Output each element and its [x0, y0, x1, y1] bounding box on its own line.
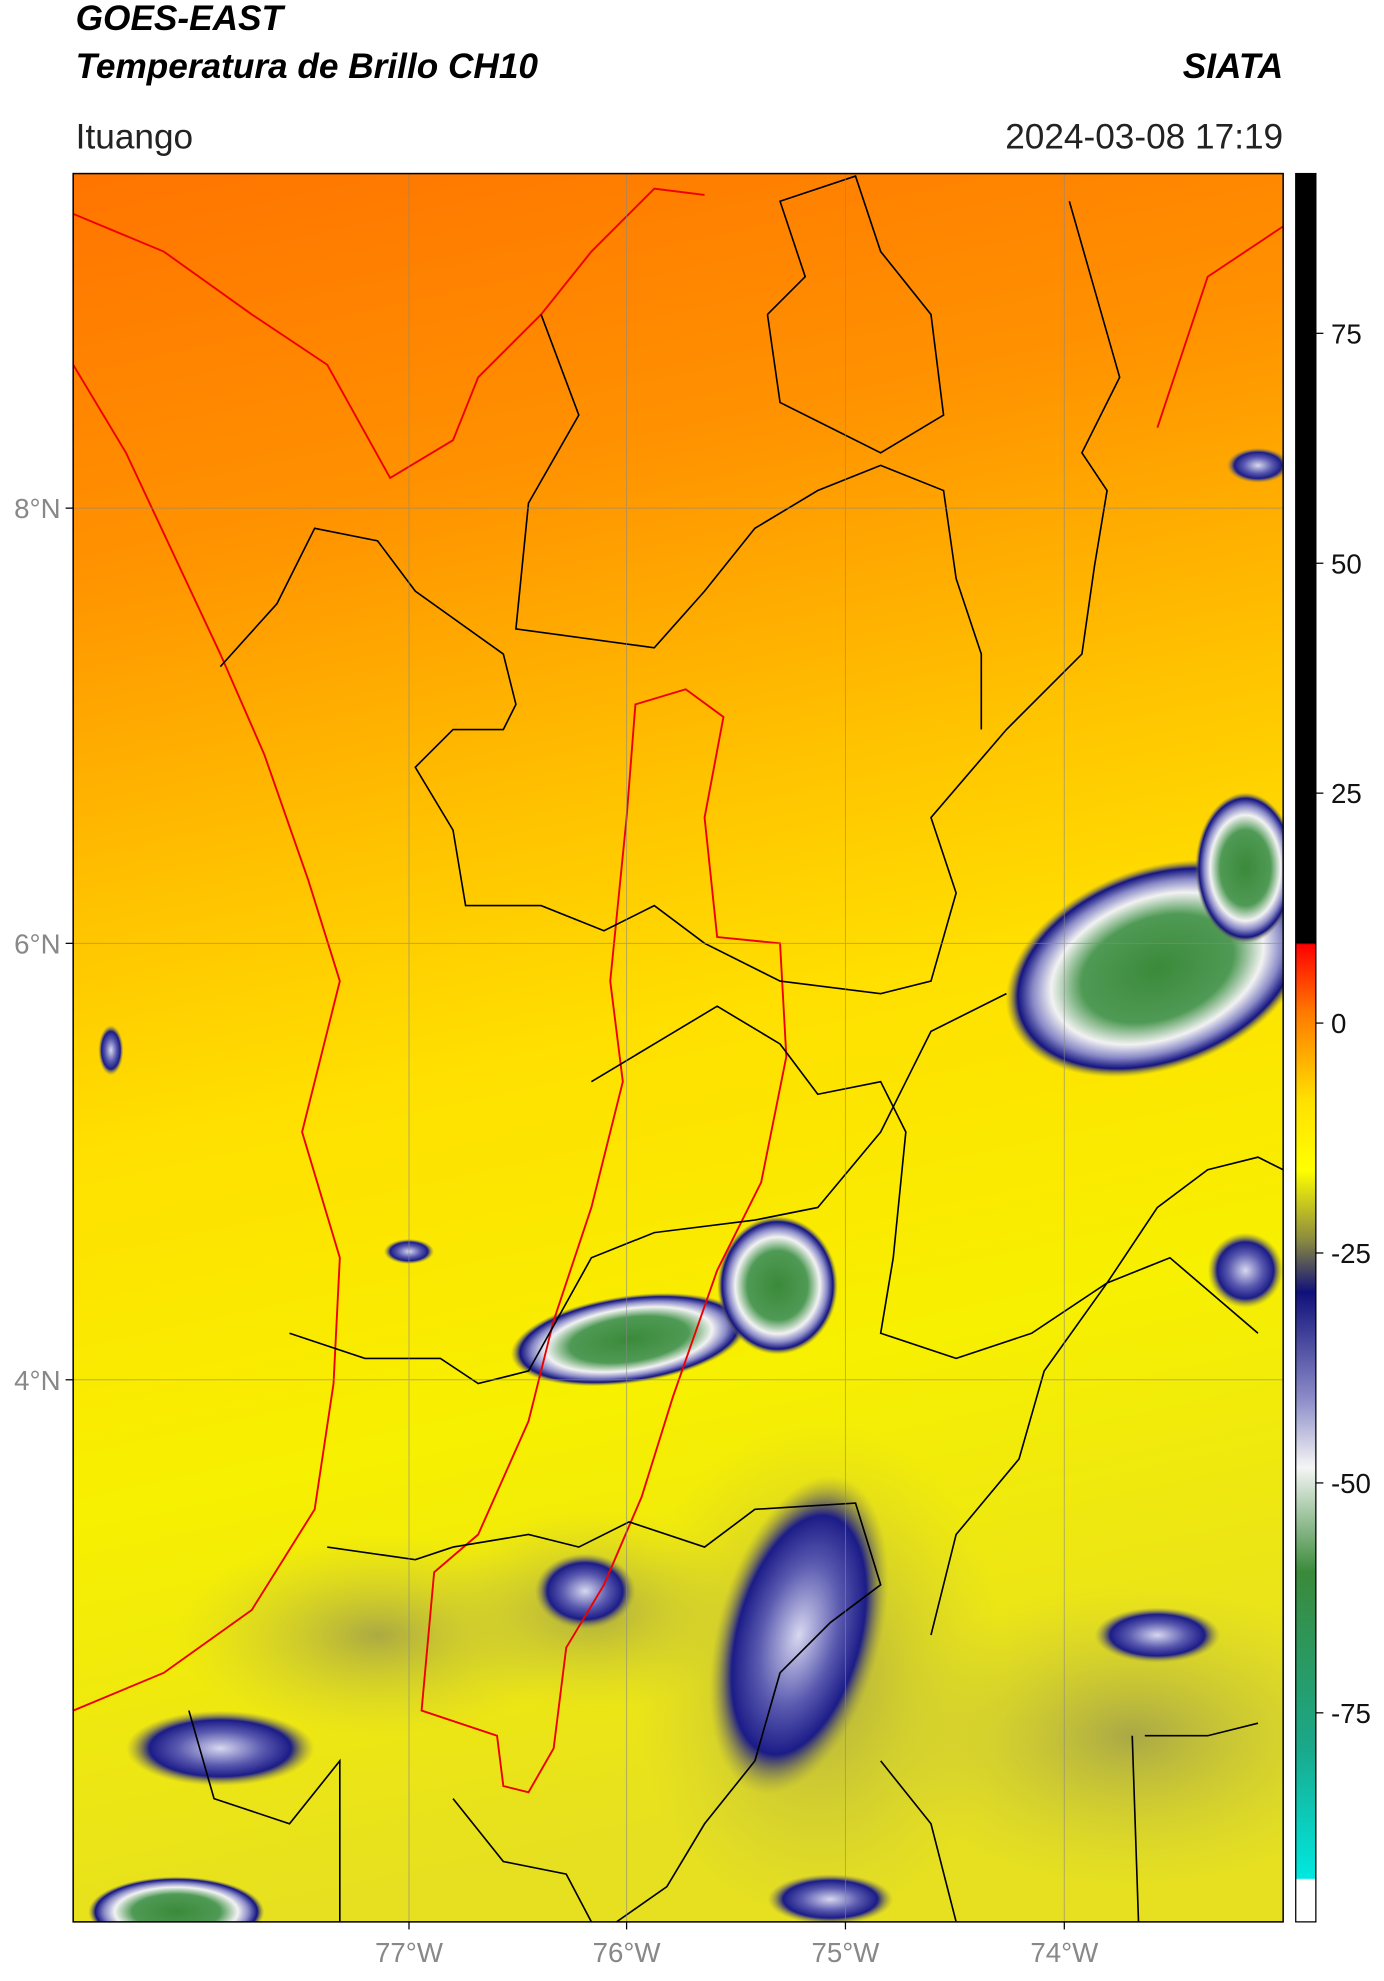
lat-label: 4°N [14, 1365, 60, 1396]
location: Ituango [76, 117, 193, 156]
source: SIATA [1183, 47, 1283, 86]
lon-label: 74°W [1030, 1937, 1099, 1968]
colorbar [1295, 172, 1317, 1923]
lon-label: 77°W [375, 1937, 444, 1968]
lon-label: 75°W [811, 1937, 880, 1968]
colorbar-label: 75 [1331, 318, 1362, 349]
title: GOES-EAST [76, 0, 286, 38]
colorbar-label: -75 [1331, 1698, 1371, 1729]
lat-label: 6°N [14, 928, 60, 959]
timestamp: 2024-03-08 17:19 [1005, 117, 1283, 156]
labels: 8°N 6°N 4°N 77°W 76°W 75°W 74°W 75 50 25 0 -25 -50 -7… [14, 318, 1371, 1968]
colorbar-label: 0 [1331, 1008, 1346, 1039]
lon-label: 76°W [593, 1937, 662, 1968]
colorbar-label: 25 [1331, 778, 1362, 809]
colorbar-label: 50 [1331, 548, 1362, 579]
map-image [73, 173, 1284, 1922]
lat-label: 8°N [14, 493, 60, 524]
colorbar-label: -50 [1331, 1468, 1371, 1499]
map-frame [72, 172, 1284, 1923]
subtitle: Temperatura de Brillo CH10 [76, 47, 539, 86]
colorbar-label: -25 [1331, 1238, 1371, 1269]
